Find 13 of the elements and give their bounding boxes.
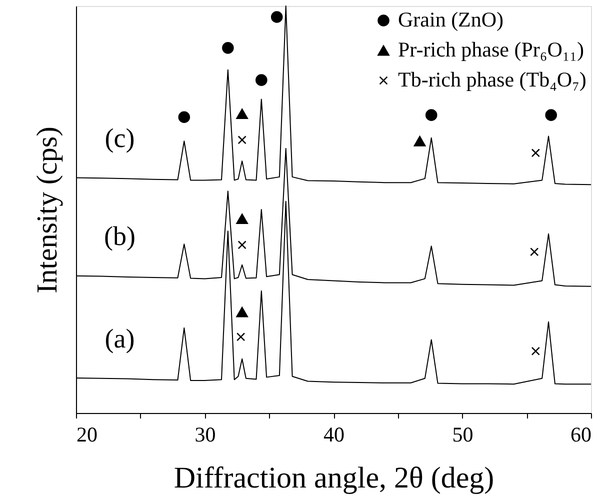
x-tick-label: 20 (76, 422, 98, 446)
series-label: (a) (104, 323, 135, 354)
x-tick-label: 60 (570, 422, 592, 446)
x-tick-label: 50 (452, 422, 474, 446)
series-label: (b) (104, 221, 136, 252)
legend-label: Tb-rich phase (Tb₄O₇) (398, 68, 586, 92)
legend-label: Grain (ZnO) (398, 8, 504, 32)
x-tick-label: 30 (194, 422, 216, 446)
x-axis-title: Diffraction angle, 2θ (deg) (174, 462, 494, 494)
legend-label: Pr-rich phase (Pr₆O₁₁) (398, 38, 584, 62)
series-label: (c) (104, 123, 135, 154)
y-axis-title: Intensity (cps) (32, 126, 64, 294)
x-tick-label: 40 (324, 422, 344, 446)
